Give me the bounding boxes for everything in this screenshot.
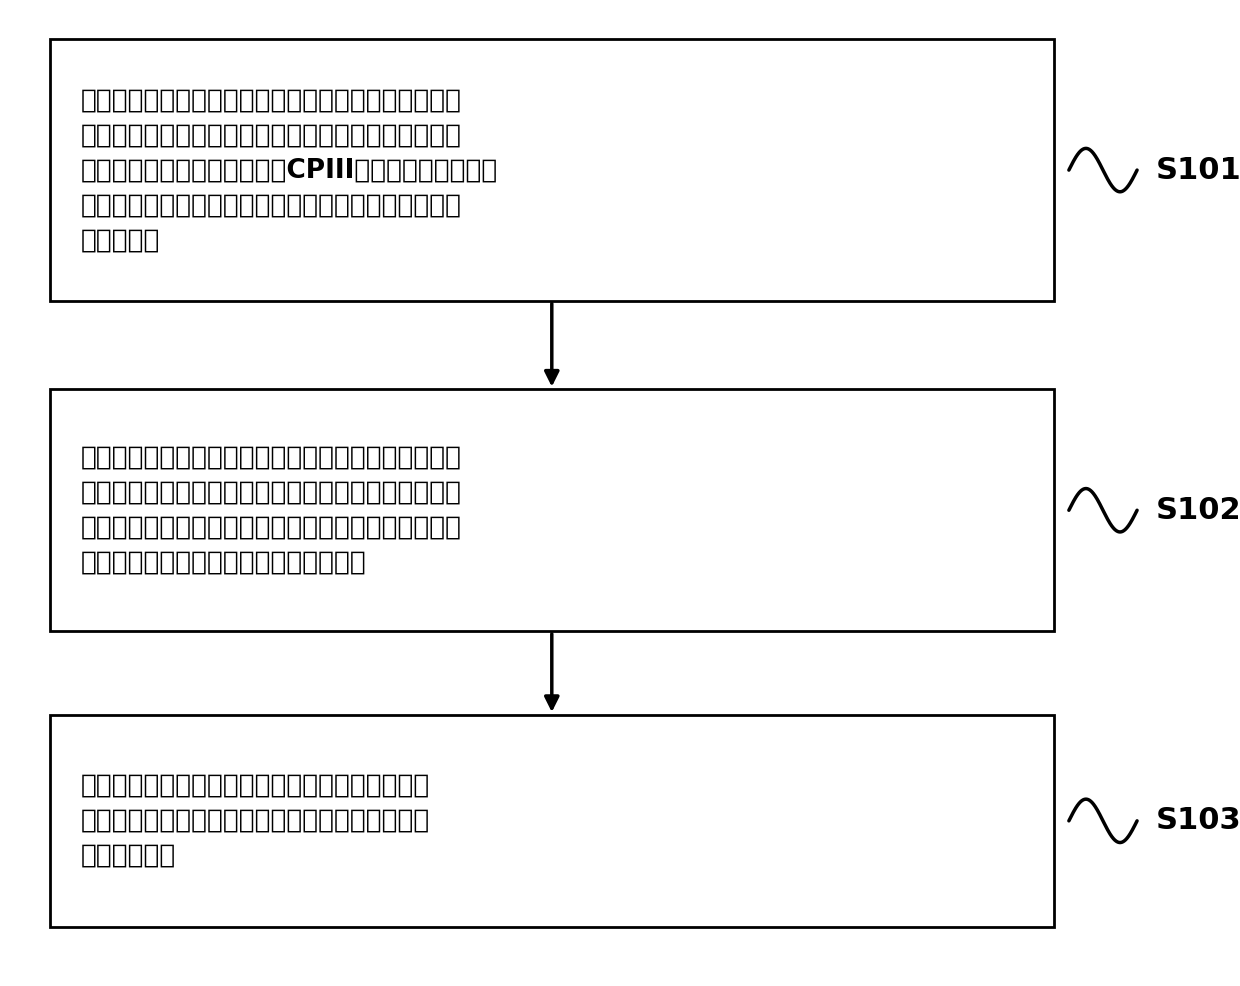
Text: 根据所述轨道方向角、所述当前水平角、所述当前
轨距值以及所述坡度角，计算得到大地坐标系下的
轨道中线坐标: 根据所述轨道方向角、所述当前水平角、所述当前 轨距值以及所述坡度角，计算得到大地… (81, 773, 430, 869)
FancyBboxPatch shape (50, 715, 1054, 927)
Text: 根据所述当前里程值确定得到距离当前轨道位置最近的
轨道第一设计中线点以及轨道第二设计中线点，根据所
述轨道第一设计中线点以及所述轨道第二设计中线点的
三维坐标计: 根据所述当前里程值确定得到距离当前轨道位置最近的 轨道第一设计中线点以及轨道第二… (81, 445, 461, 576)
Text: S101: S101 (1156, 156, 1240, 184)
FancyBboxPatch shape (50, 39, 1054, 301)
Text: 将全站仪固结于轨检仪上，所述轨检仪静置于轨道上之
后，通过轨检仪测量得到当前里程值、当前水平角以及
当前轨距值，并测量得到各个CPIII控制点在全站仪坐标
系下: 将全站仪固结于轨检仪上，所述轨检仪静置于轨道上之 后，通过轨检仪测量得到当前里程… (81, 87, 497, 253)
Text: S103: S103 (1156, 807, 1240, 835)
FancyBboxPatch shape (50, 389, 1054, 631)
Text: S102: S102 (1156, 496, 1240, 525)
